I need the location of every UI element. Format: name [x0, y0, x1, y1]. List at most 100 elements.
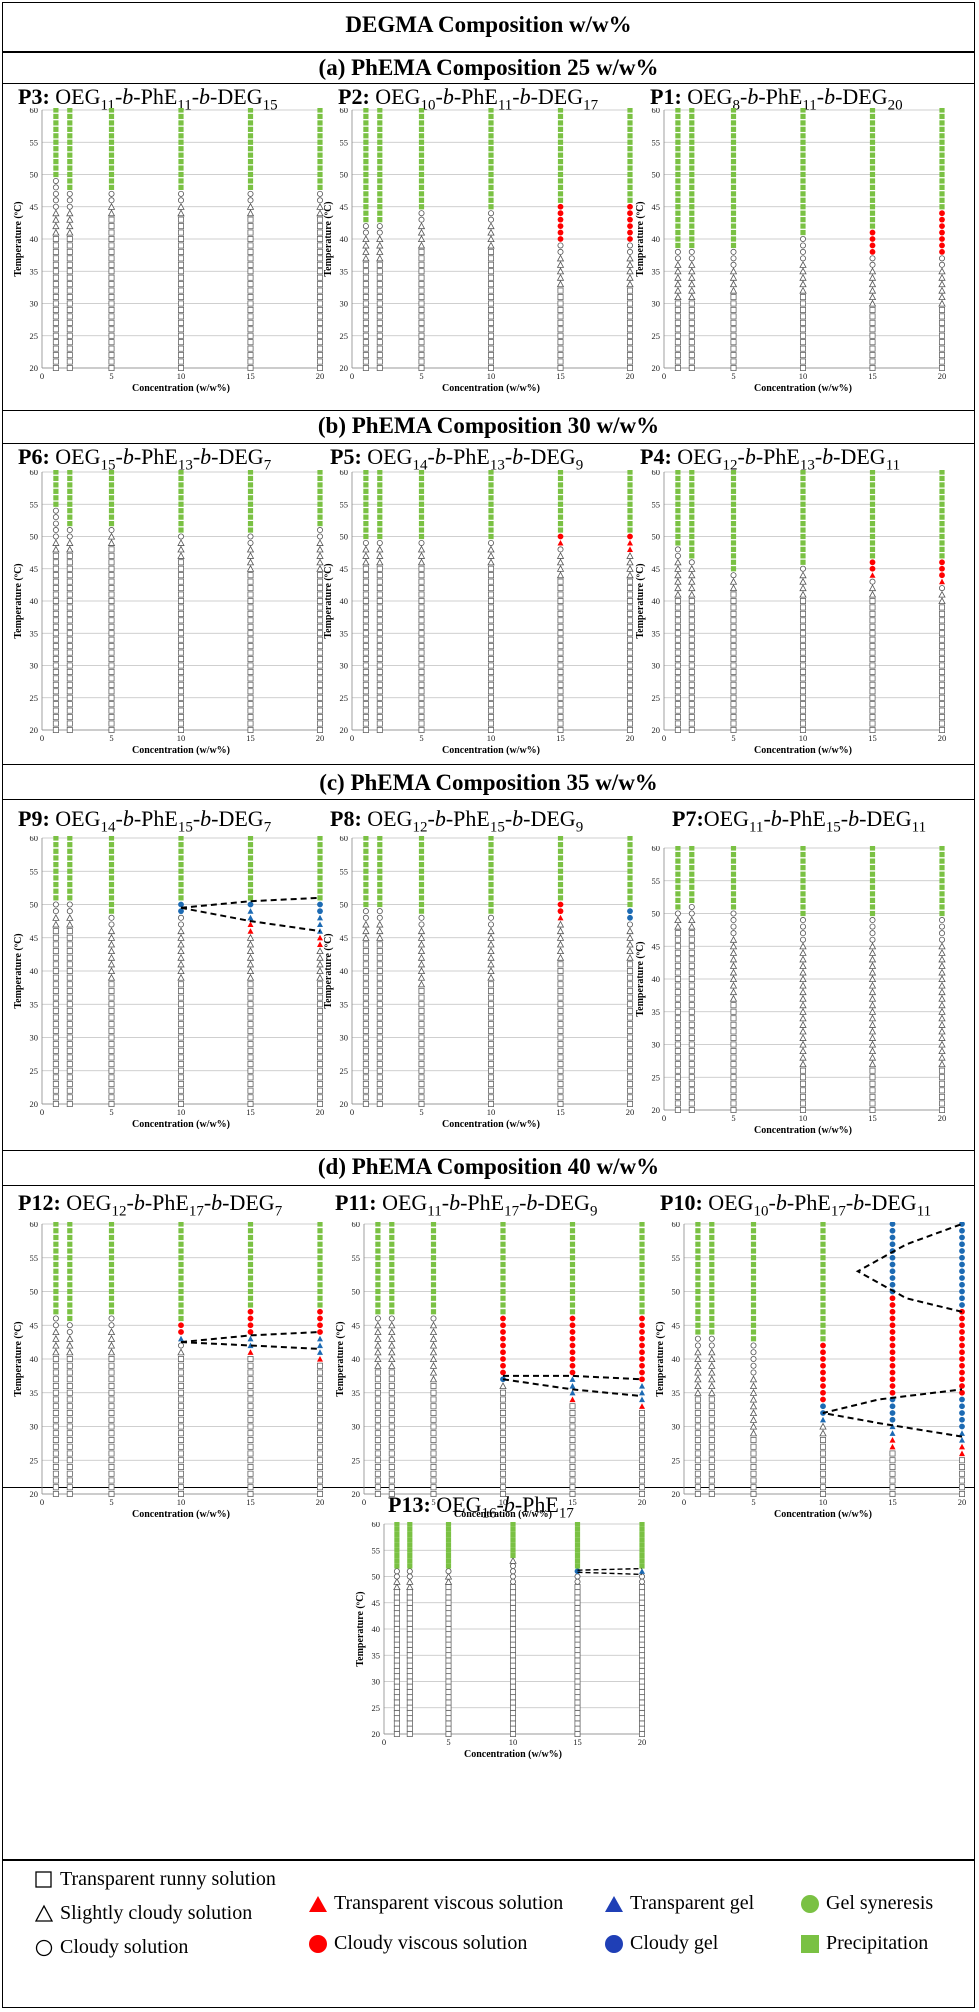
marker-precipitation — [108, 1234, 115, 1241]
marker-precipitation — [869, 146, 876, 152]
marker-transparent-runny-solution — [509, 1730, 516, 1737]
marker-transparent-runny-solution — [316, 1074, 323, 1081]
title-part: - — [126, 1190, 134, 1215]
marker-precipitation — [730, 184, 737, 190]
marker-transparent-runny-solution — [574, 1730, 581, 1737]
marker-transparent-runny-solution — [316, 1450, 323, 1457]
marker-transparent-runny-solution — [569, 1409, 576, 1416]
marker-transparent-runny-solution — [557, 339, 564, 346]
marker-transparent-runny-solution — [487, 255, 494, 262]
marker-cloudy-solution — [750, 1342, 757, 1349]
marker-slightly-cloudy-solution — [674, 571, 682, 579]
y-tick-label: 35 — [30, 628, 39, 638]
marker-precipitation — [108, 514, 115, 520]
marker-slightly-cloudy-solution — [246, 947, 255, 955]
marker-transparent-runny-solution — [557, 352, 564, 359]
marker-precipitation — [627, 191, 633, 197]
marker-transparent-runny-solution — [445, 1641, 452, 1648]
marker-slightly-cloudy-solution — [868, 994, 877, 1002]
marker-transparent-gel — [569, 1383, 576, 1389]
marker-transparent-runny-solution — [688, 345, 695, 352]
marker-transparent-runny-solution — [52, 1355, 59, 1362]
marker-transparent-runny-solution — [638, 1641, 645, 1648]
marker-transparent-runny-solution — [108, 229, 115, 236]
marker-precipitation — [939, 133, 945, 139]
marker-cloudy-viscous-solution — [959, 1315, 965, 1322]
marker-transparent-runny-solution — [626, 974, 633, 981]
panel-title-p12: P12: OEG12-b-PhE17-b-DEG7 — [18, 1190, 282, 1220]
marker-slightly-cloudy-solution — [799, 280, 807, 288]
marker-precipitation — [247, 159, 254, 165]
marker-transparent-gel — [959, 1437, 965, 1443]
marker-cloudy-viscous-solution — [569, 1362, 576, 1369]
marker-precipitation — [627, 482, 633, 488]
marker-transparent-runny-solution — [374, 1403, 381, 1410]
marker-transparent-runny-solution — [374, 1409, 381, 1416]
marker-transparent-runny-solution — [406, 1699, 413, 1706]
marker-transparent-runny-solution — [52, 1369, 59, 1376]
marker-transparent-runny-solution — [418, 597, 425, 604]
marker-transparent-runny-solution — [362, 726, 369, 733]
marker-precipitation — [363, 842, 369, 848]
marker-transparent-runny-solution — [247, 1463, 254, 1470]
y-tick-label: 55 — [652, 876, 661, 886]
y-tick-label: 50 — [340, 900, 349, 910]
marker-transparent-runny-solution — [445, 1615, 452, 1622]
marker-transparent-runny-solution — [362, 597, 369, 604]
marker-precipitation — [939, 475, 945, 482]
marker-transparent-runny-solution — [626, 1027, 633, 1034]
y-tick-label: 50 — [372, 1572, 381, 1582]
marker-transparent-runny-solution — [393, 1730, 400, 1737]
marker-slightly-cloudy-solution — [729, 962, 738, 969]
legend-label-slight: Slightly cloudy solution — [60, 1902, 253, 1924]
marker-precipitation — [377, 868, 383, 874]
marker-precipitation — [869, 133, 876, 139]
marker-transparent-runny-solution — [418, 326, 425, 333]
marker-transparent-runny-solution — [557, 681, 564, 688]
marker-transparent-runny-solution — [688, 714, 695, 721]
marker-transparent-runny-solution — [626, 1014, 633, 1021]
marker-slightly-cloudy-solution — [938, 968, 946, 976]
marker-precipitation — [418, 120, 425, 126]
marker-slightly-cloudy-solution — [868, 1027, 877, 1035]
marker-transparent-runny-solution — [247, 216, 254, 223]
marker-precipitation — [363, 888, 369, 894]
marker-precipitation — [500, 1228, 506, 1234]
marker-transparent-runny-solution — [730, 591, 737, 598]
marker-precipitation — [675, 527, 681, 533]
marker-transparent-runny-solution — [626, 345, 633, 352]
marker-slightly-cloudy-solution — [66, 209, 74, 217]
marker-transparent-runny-solution — [938, 339, 945, 346]
marker-transparent-runny-solution — [316, 1470, 323, 1477]
marker-precipitation — [730, 553, 737, 559]
marker-transparent-runny-solution — [869, 643, 876, 650]
marker-transparent-runny-solution — [730, 1008, 737, 1015]
marker-precipitation — [730, 495, 737, 501]
marker-transparent-runny-solution — [247, 319, 254, 326]
y-tick-label: 60 — [340, 470, 349, 477]
marker-transparent-runny-solution — [52, 1081, 59, 1088]
marker-precipitation — [800, 184, 806, 190]
marker-precipitation — [820, 1248, 826, 1254]
marker-transparent-viscous-solution — [247, 1349, 254, 1355]
marker-cloudy-solution — [557, 248, 564, 255]
marker-slightly-cloudy-solution — [674, 564, 682, 572]
marker-precipitation — [488, 521, 494, 527]
marker-precipitation — [869, 108, 876, 113]
x-tick-label: 5 — [731, 1113, 735, 1123]
title-part: b — [122, 444, 134, 469]
title-part: b — [848, 806, 860, 831]
marker-slightly-cloudy-solution — [938, 1040, 946, 1048]
marker-transparent-runny-solution — [557, 1041, 564, 1048]
marker-precipitation — [67, 1309, 73, 1315]
marker-precipitation — [247, 501, 254, 507]
marker-transparent-runny-solution — [52, 248, 59, 255]
x-tick-label: 20 — [626, 371, 635, 381]
marker-slightly-cloudy-solution — [688, 584, 696, 592]
y-tick-label: 30 — [340, 1033, 349, 1043]
marker-slightly-cloudy-solution — [376, 558, 384, 566]
marker-transparent-runny-solution — [177, 714, 184, 721]
marker-precipitation — [750, 1228, 757, 1234]
marker-transparent-runny-solution — [316, 1061, 323, 1068]
marker-cloudy-solution — [418, 216, 425, 223]
